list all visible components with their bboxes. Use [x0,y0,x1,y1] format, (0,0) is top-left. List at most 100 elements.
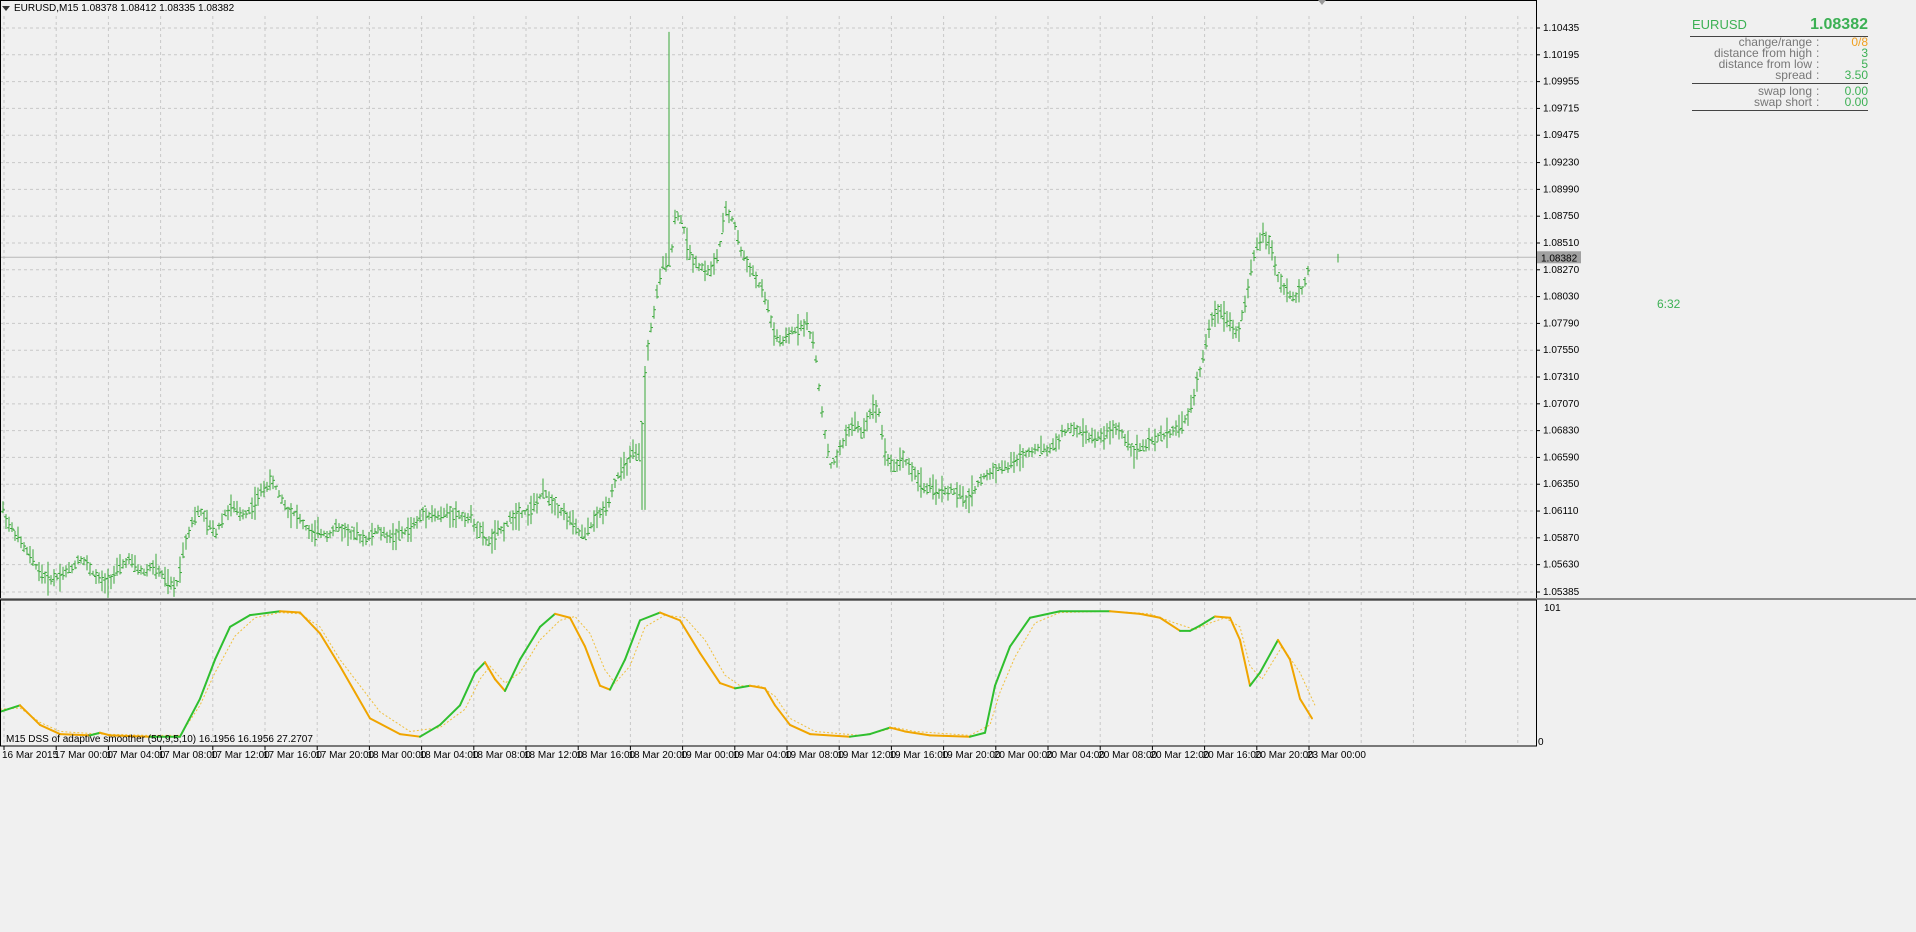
price-bar [472,518,476,532]
price-bar [952,487,956,495]
price-bar [310,523,314,543]
price-bar [739,246,743,257]
price-bar [682,226,686,234]
price-bar [22,542,26,553]
price-bar [964,494,968,509]
time-tick-label: 18 Mar 08:00 [472,750,531,761]
price-tick-label: 1.08030 [1543,292,1580,303]
price-bar [1300,286,1304,295]
price-bar [226,505,230,521]
price-bar [1000,460,1004,474]
price-bar [553,497,557,516]
price-bar [124,558,128,568]
price-tick-label: 1.09955 [1543,77,1580,88]
price-bar [79,556,83,564]
price-bar [91,570,95,576]
price-bar [253,486,257,520]
price-bar [577,528,581,537]
time-tick-label: 19 Mar 08:00 [785,750,844,761]
price-bar [703,260,707,282]
dss-segment [279,610,301,614]
price-bar [502,522,506,542]
price-bar [802,319,806,337]
price-bar [1258,232,1262,252]
price-bar [742,250,746,262]
time-tick-label: 20 Mar 08:00 [1098,750,1157,761]
price-bar [604,496,608,516]
price-bar [652,305,656,319]
price-bar [280,494,284,504]
price-bar [1,501,5,514]
indicator-title: M15 DSS of adaptive smoother (50,9,5,10)… [6,734,313,745]
price-bar [376,524,380,534]
price-bar [1009,452,1013,469]
price-bar [1168,429,1172,438]
price-axis[interactable]: 1.10435 1.10195 1.09955 1.09715 1.09475 1.092… [1536,23,1581,598]
price-bar [61,566,65,580]
chart-title[interactable]: EURUSD,M15 1.08378 1.08412 1.08335 1.083… [2,3,234,14]
dss-segment [849,733,871,738]
price-bar [607,497,611,508]
price-bar [550,494,554,514]
price-bar [631,439,635,460]
price-bar [112,565,116,584]
price-bar [985,469,989,481]
price-bar [709,261,713,277]
price-bar [1039,435,1043,457]
price-bar [1240,309,1244,322]
price-bar [148,562,152,572]
price-bar [133,555,137,573]
dss-signal-line [0,610,1316,736]
price-bar [724,201,728,216]
price-bar [1120,429,1124,439]
price-bar [277,490,281,498]
price-bar [265,481,269,492]
dss-segment [764,687,776,707]
price-bar [955,482,959,508]
price-bar [103,573,107,594]
price-bar [751,265,755,277]
price-bar [628,445,632,463]
price-bar [1093,429,1097,448]
price-bar [1033,443,1037,455]
price-bar [1018,444,1022,472]
price-bar [301,519,305,530]
price-bar [217,522,221,530]
dss-lines [0,610,1316,738]
price-bar [163,566,167,587]
price-bar [355,522,359,541]
price-bars[interactable] [1,31,1339,598]
info-label: change/range [1738,35,1812,49]
price-bar [118,554,122,575]
price-bar [658,268,662,285]
info-sep: : [1816,35,1820,49]
dss-segment [749,684,766,690]
dss-segment [229,614,251,628]
price-bar [256,487,260,506]
price-bar [1159,425,1163,442]
time-tick-label: 18 Mar 04:00 [420,750,479,761]
dss-segment [1009,616,1031,648]
price-bar [379,527,383,541]
price-tick-label: 1.06350 [1543,479,1580,490]
price-bar [175,580,179,587]
collapse-triangle-icon[interactable] [2,5,10,11]
dss-segment [984,684,996,734]
price-bar [1132,445,1136,469]
dss-segment [519,625,541,661]
price-bar [544,490,548,499]
price-bar [994,464,998,484]
price-bar [262,480,266,498]
price-bar [463,512,467,528]
price-bar [1135,434,1139,460]
price-bar [592,510,596,532]
price-bar [1153,428,1157,452]
price-bar [169,576,173,590]
price-bar [532,493,536,512]
price-bar [619,457,623,481]
price-bar [10,522,14,533]
price-bar [1246,278,1250,299]
dss-segment [39,723,61,736]
